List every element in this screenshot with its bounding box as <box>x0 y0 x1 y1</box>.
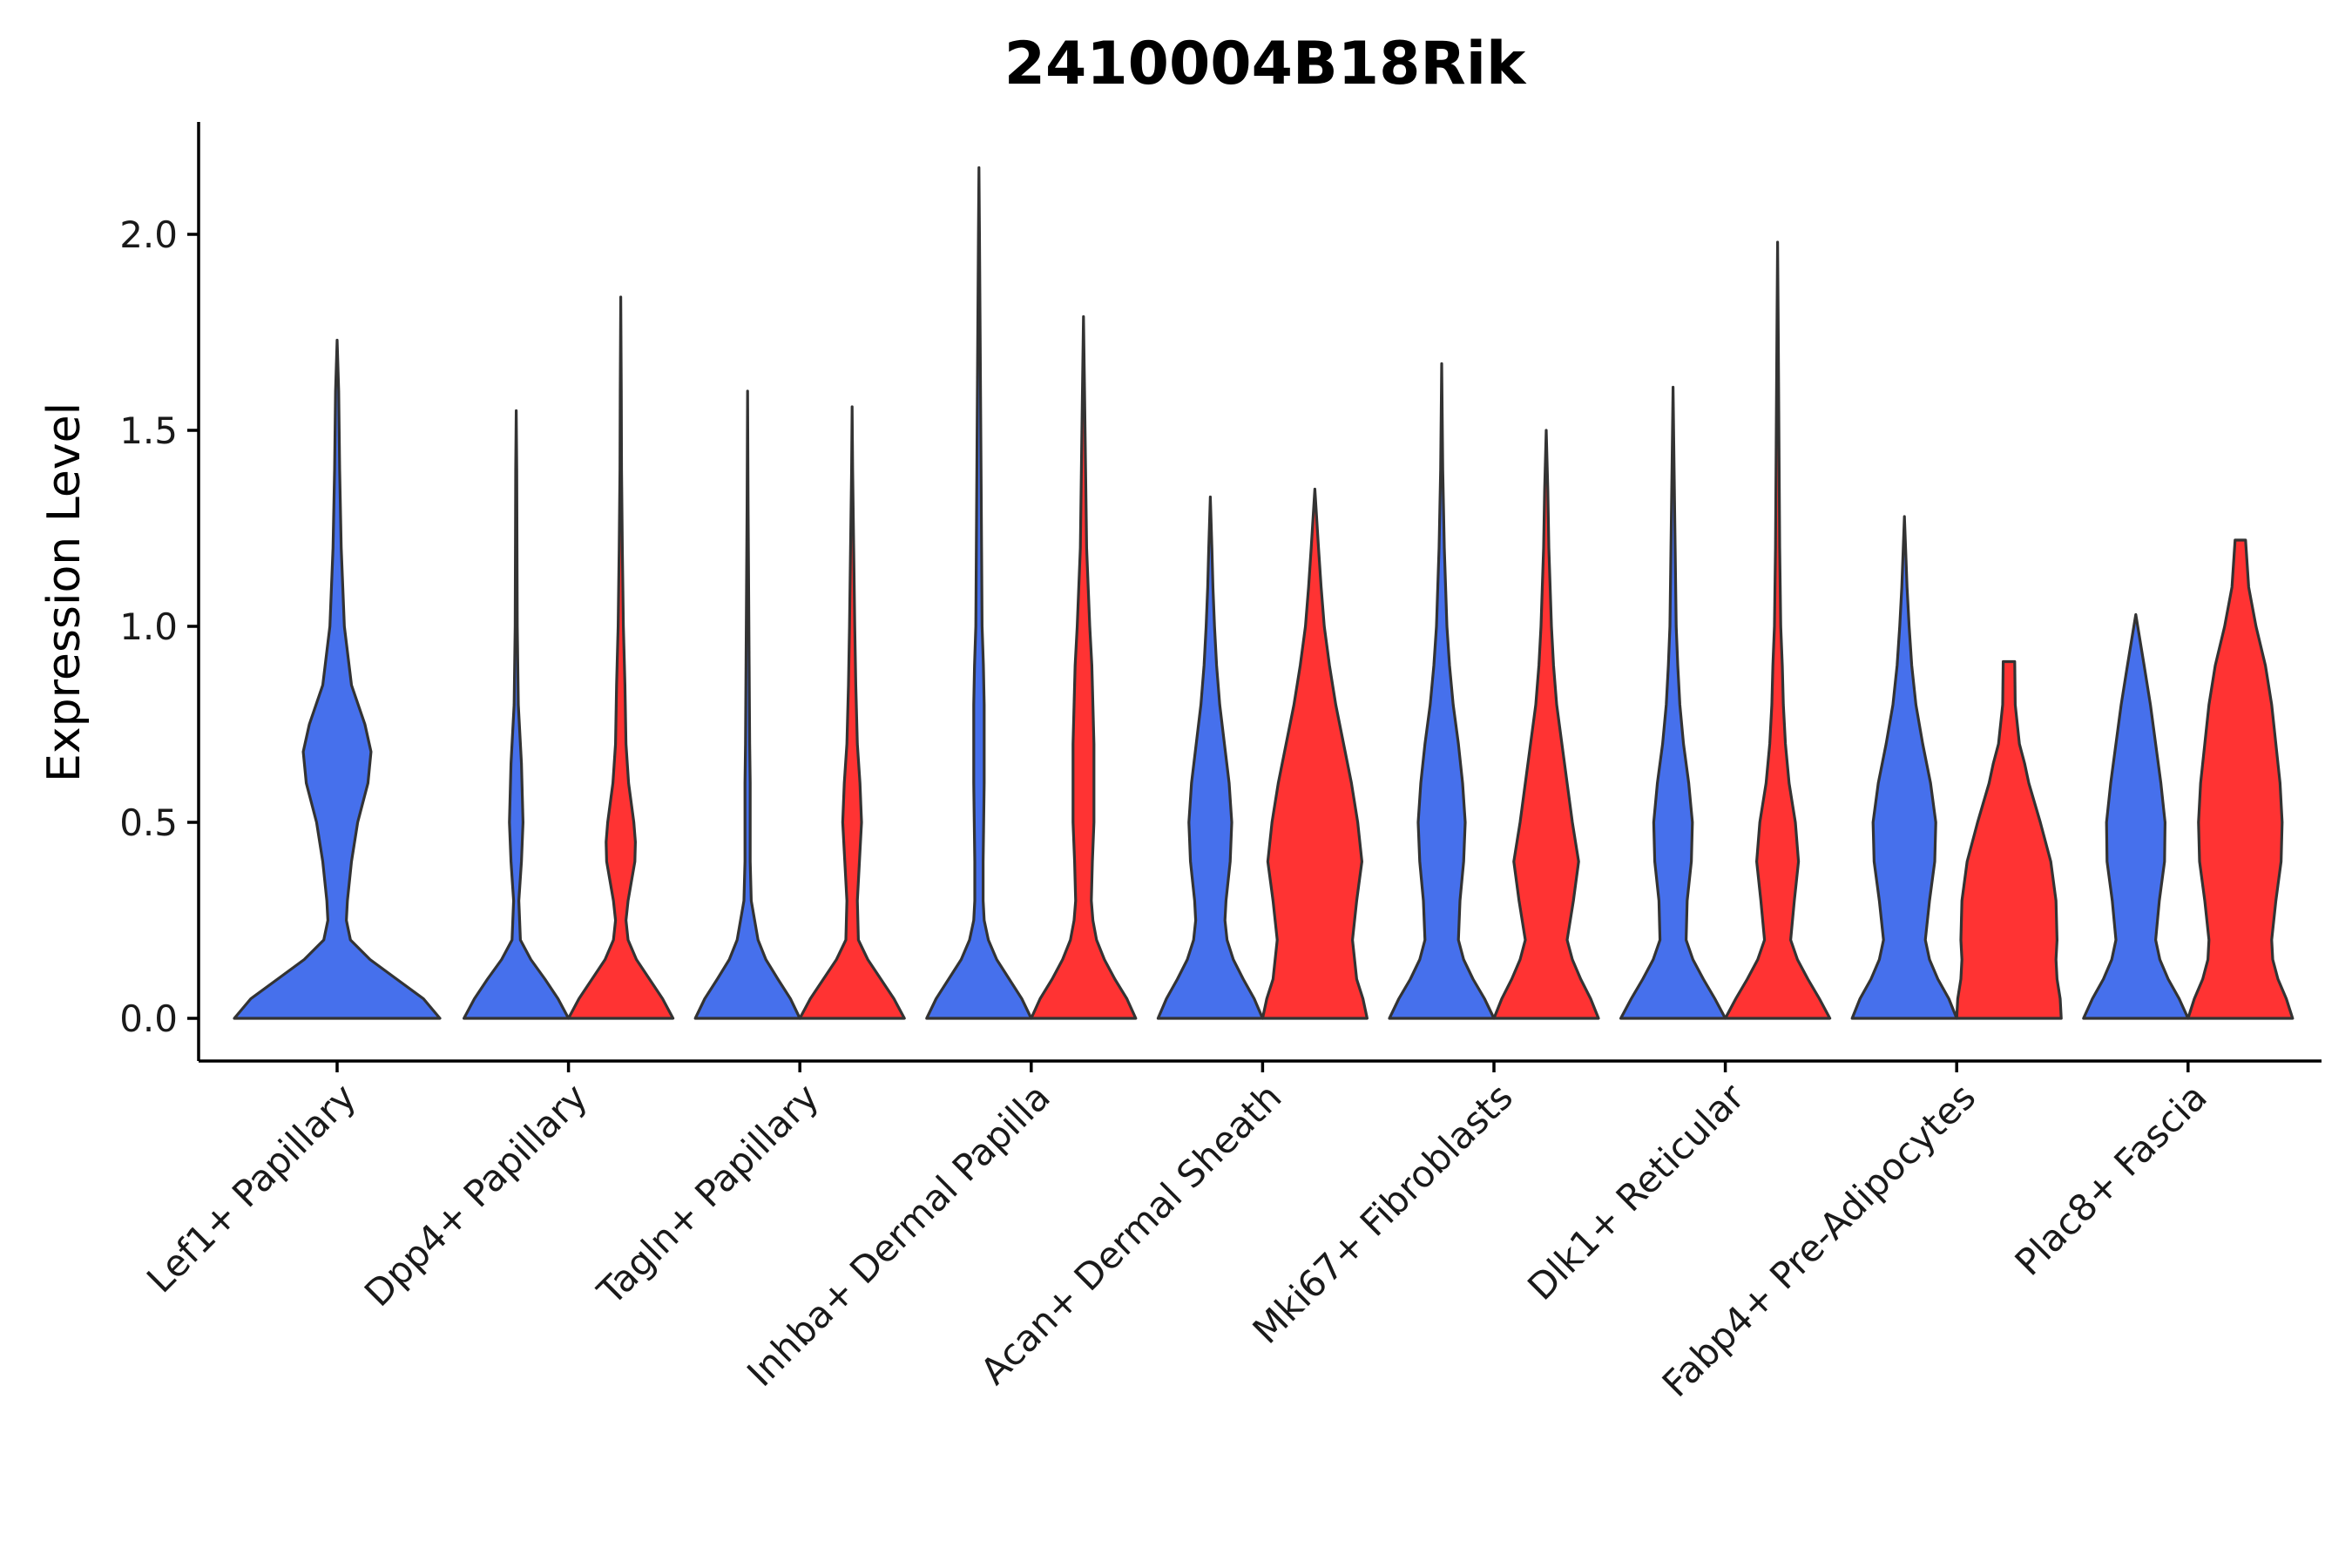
violin-2-left <box>463 409 571 1020</box>
violin-6-left <box>1388 362 1496 1020</box>
x-tick-label: Dpp4+ Papillary <box>356 1075 596 1315</box>
y-tick-label: 1.5 <box>119 409 178 452</box>
violin-9-right <box>2186 538 2295 1020</box>
violin-5-left <box>1156 495 1264 1020</box>
x-tick-label: Dlk1+ Reticular <box>1519 1075 1753 1308</box>
violin-9-left <box>2082 612 2190 1020</box>
violins-layer <box>233 166 2295 1020</box>
violin-3-left <box>693 389 801 1020</box>
chart-title: 2410004B18Rik <box>1004 30 1527 98</box>
y-tick-label: 2.0 <box>119 213 178 256</box>
x-tick-label: Plac8+ Fascia <box>2007 1075 2215 1283</box>
y-tick-label: 0.0 <box>119 997 178 1040</box>
violin-5-right <box>1260 487 1369 1020</box>
y-axis-label: Expression Level <box>38 402 91 782</box>
violin-2-right <box>567 295 675 1020</box>
violin-8-right <box>1955 659 2063 1020</box>
violin-4-right <box>1030 314 1138 1020</box>
violin-4-left <box>925 166 1033 1020</box>
violin-3-right <box>798 405 906 1020</box>
violin-6-right <box>1492 429 1600 1020</box>
violin-7-right <box>1724 240 1832 1020</box>
x-tick-label: Tagln+ Papillary <box>589 1075 827 1313</box>
violin-1-full <box>233 338 442 1020</box>
x-tick-label: Mki67+ Fibroblasts <box>1245 1075 1521 1351</box>
violin-7-left <box>1619 385 1727 1020</box>
y-tick-label: 1.0 <box>119 605 178 648</box>
x-tick-label: Lef1+ Papillary <box>139 1075 364 1301</box>
y-ticks-layer: 0.0 0.5 1.0 1.5 2.0 <box>119 213 199 1040</box>
violin-8-left <box>1850 515 1958 1020</box>
axes-layer <box>197 122 2322 1063</box>
y-tick-label: 0.5 <box>119 801 178 844</box>
